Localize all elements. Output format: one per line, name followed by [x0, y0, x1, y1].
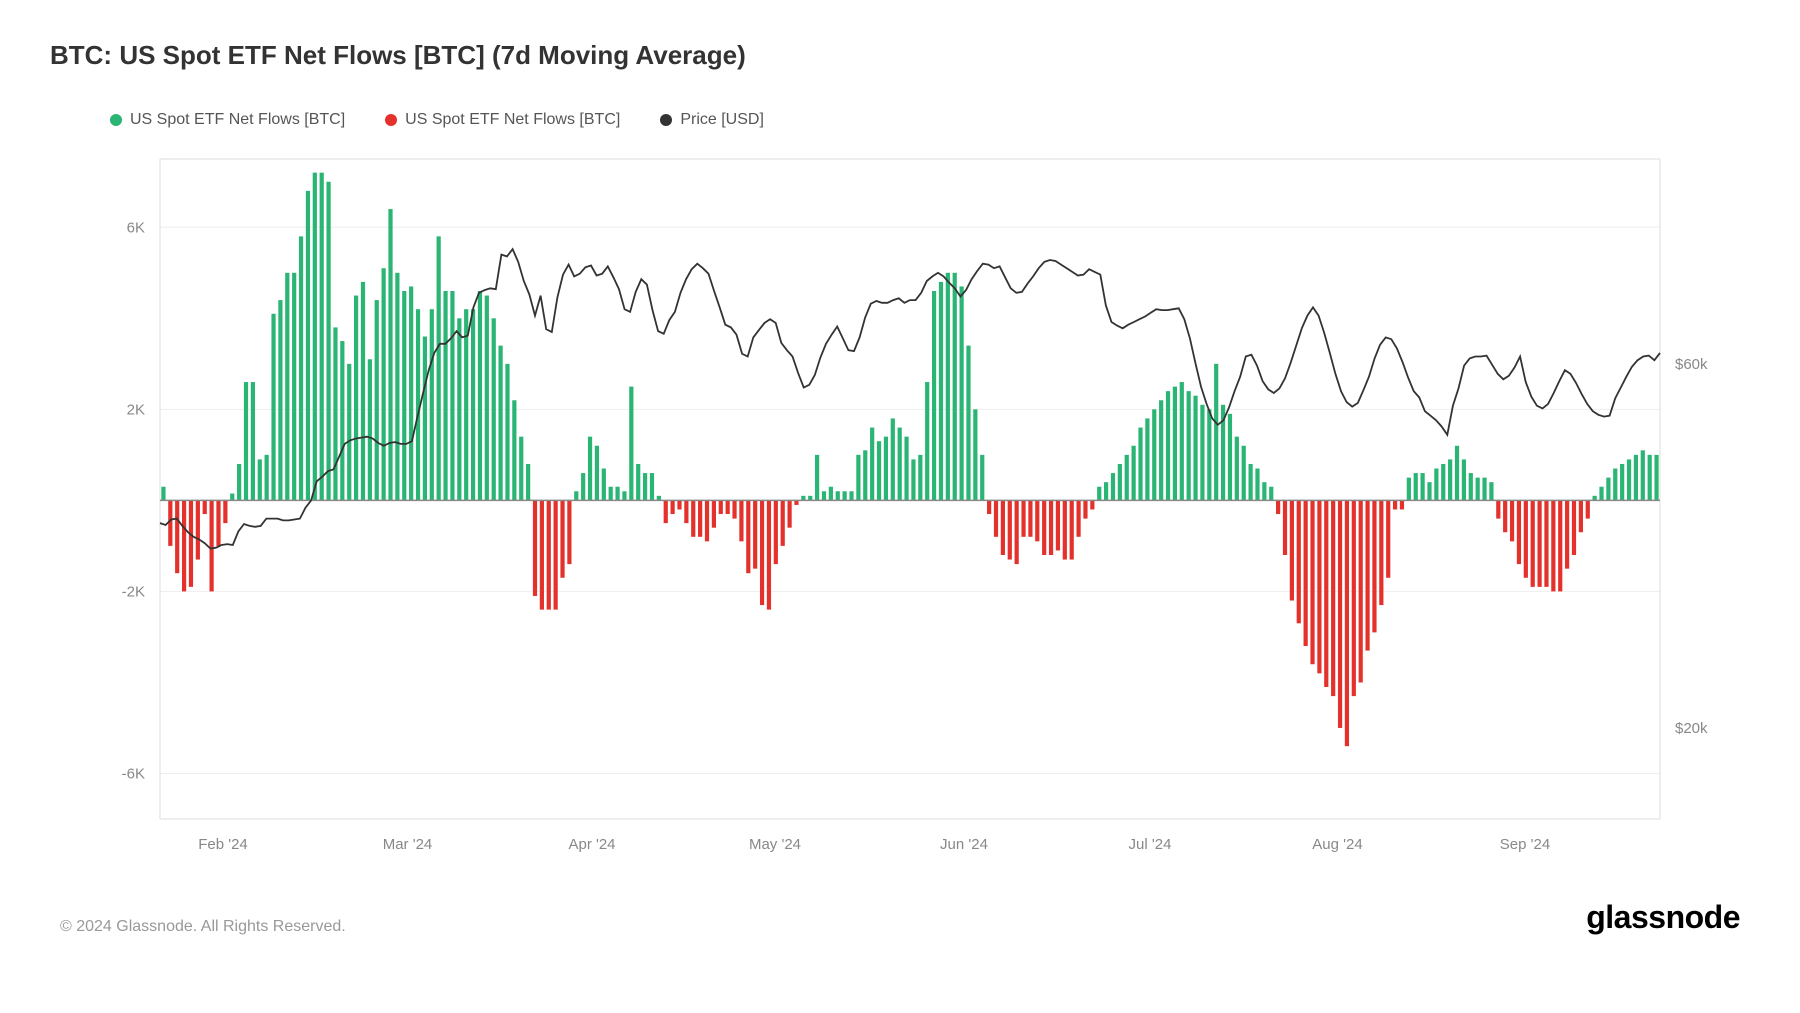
copyright-text: © 2024 Glassnode. All Rights Reserved.	[60, 918, 346, 936]
svg-text:Jun '24: Jun '24	[940, 836, 988, 853]
legend-price: Price [USD]	[660, 111, 764, 129]
legend-label-positive: US Spot ETF Net Flows [BTC]	[130, 111, 345, 129]
svg-text:6K: 6K	[127, 219, 145, 236]
legend-label-price: Price [USD]	[680, 111, 764, 129]
chart-footer: © 2024 Glassnode. All Rights Reserved. g…	[50, 899, 1750, 936]
legend-dot-price-icon	[660, 114, 672, 126]
chart-svg: -6K -2K 2K 6K $20k $60k Feb '24 Mar '24 Apr '24 M…	[50, 149, 1750, 869]
svg-text:Apr '24: Apr '24	[568, 836, 615, 853]
brand-logo: glassnode	[1586, 899, 1740, 936]
legend-dot-negative-icon	[385, 114, 397, 126]
chart-title: BTC: US Spot ETF Net Flows [BTC] (7d Mov…	[50, 40, 1750, 71]
svg-text:Aug '24: Aug '24	[1312, 836, 1362, 853]
svg-text:$20k: $20k	[1675, 720, 1708, 737]
svg-text:-6K: -6K	[122, 765, 145, 782]
legend-positive: US Spot ETF Net Flows [BTC]	[110, 111, 345, 129]
svg-text:-2K: -2K	[122, 583, 145, 600]
svg-text:Sep '24: Sep '24	[1500, 836, 1550, 853]
svg-text:Feb '24: Feb '24	[198, 836, 248, 853]
legend-dot-positive-icon	[110, 114, 122, 126]
svg-text:May '24: May '24	[749, 836, 801, 853]
svg-text:$60k: $60k	[1675, 356, 1708, 373]
svg-text:Jul '24: Jul '24	[1129, 836, 1172, 853]
chart-container: BTC: US Spot ETF Net Flows [BTC] (7d Mov…	[0, 0, 1800, 1013]
legend-label-negative: US Spot ETF Net Flows [BTC]	[405, 111, 620, 129]
chart-legend: US Spot ETF Net Flows [BTC] US Spot ETF …	[110, 111, 1750, 129]
svg-text:Mar '24: Mar '24	[383, 836, 433, 853]
legend-negative: US Spot ETF Net Flows [BTC]	[385, 111, 620, 129]
chart-plot-area: -6K -2K 2K 6K $20k $60k Feb '24 Mar '24 Apr '24 M…	[50, 149, 1750, 869]
svg-text:2K: 2K	[127, 401, 145, 418]
